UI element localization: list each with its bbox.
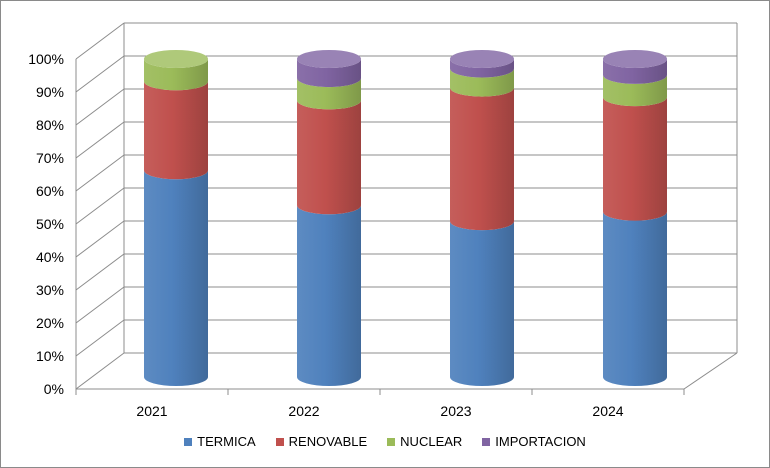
bar-nuclear-2022 [297, 78, 361, 110]
y-tick-label: 90% [36, 84, 64, 100]
bar-importacion-2024 [603, 59, 667, 84]
gridline-side [75, 187, 125, 225]
bar-top-2022 [297, 50, 361, 68]
legend-item-importacion: IMPORTACION [482, 434, 586, 449]
y-tick-label: 60% [36, 183, 64, 199]
bar-termica-2023 [450, 221, 514, 386]
gridline-side [75, 154, 125, 192]
bar-renovable-2022 [297, 100, 361, 215]
bar-nuclear-2023 [450, 68, 514, 97]
y-axis-ticks: 0% 10% 20% 30% 40% 50% 60% 70% 80% 90% 100% [28, 51, 64, 397]
gridline-side [75, 121, 125, 159]
y-tick-label: 100% [28, 51, 64, 67]
bar-nuclear-2024 [603, 74, 667, 107]
legend-label: RENOVABLE [288, 434, 368, 449]
legend-swatch [275, 437, 284, 446]
gridline-side [75, 319, 125, 357]
bar-importacion-2023 [450, 59, 514, 78]
bars [144, 50, 667, 386]
bar-renovable-2023 [450, 87, 514, 231]
gridline-side [75, 22, 125, 60]
y-tick-label: 0% [44, 381, 64, 397]
gridline-side [75, 55, 125, 93]
bar-termica-2022 [297, 205, 361, 386]
x-axis-ticks: 2021 2022 2023 2024 [75, 389, 685, 419]
bar-top-2024 [603, 50, 667, 68]
legend-label: TERMICA [197, 434, 256, 449]
gridline-side [75, 352, 125, 390]
legend-item-termica: TERMICA [184, 434, 256, 449]
bar-importacion-2022 [297, 59, 361, 88]
legend-label: IMPORTACION [495, 434, 586, 449]
y-tick-label: 40% [36, 249, 64, 265]
bar-nuclear-2021 [144, 59, 208, 91]
x-tick-label: 2024 [592, 403, 623, 419]
bar-termica-2021 [144, 170, 208, 386]
gridline-side [75, 253, 125, 291]
legend: TERMICA RENOVABLE NUCLEAR IMPORTACION [0, 434, 770, 449]
y-tick-label: 30% [36, 282, 64, 298]
bar-renovable-2024 [603, 97, 667, 221]
bar-top-2021 [144, 50, 208, 68]
legend-swatch [387, 437, 396, 446]
legend-swatch [184, 437, 193, 446]
y-tick-label: 50% [36, 216, 64, 232]
bar-renovable-2021 [144, 81, 208, 180]
legend-swatch [482, 437, 491, 446]
legend-label: NUCLEAR [400, 434, 463, 449]
gridline-side [75, 88, 125, 126]
y-tick-label: 70% [36, 150, 64, 166]
floor-right [683, 352, 738, 390]
legend-item-renovable: RENOVABLE [275, 434, 368, 449]
gridline-side [75, 220, 125, 258]
x-tick-label: 2023 [440, 403, 471, 419]
gridline-side [75, 286, 125, 324]
legend-item-nuclear: NUCLEAR [387, 434, 462, 449]
y-tick-label: 20% [36, 315, 64, 331]
bar-top-2023 [450, 50, 514, 68]
x-tick-label: 2021 [136, 403, 167, 419]
y-tick-label: 80% [36, 117, 64, 133]
bar-termica-2024 [603, 211, 667, 386]
x-tick-label: 2022 [288, 403, 319, 419]
y-tick-label: 10% [36, 348, 64, 364]
